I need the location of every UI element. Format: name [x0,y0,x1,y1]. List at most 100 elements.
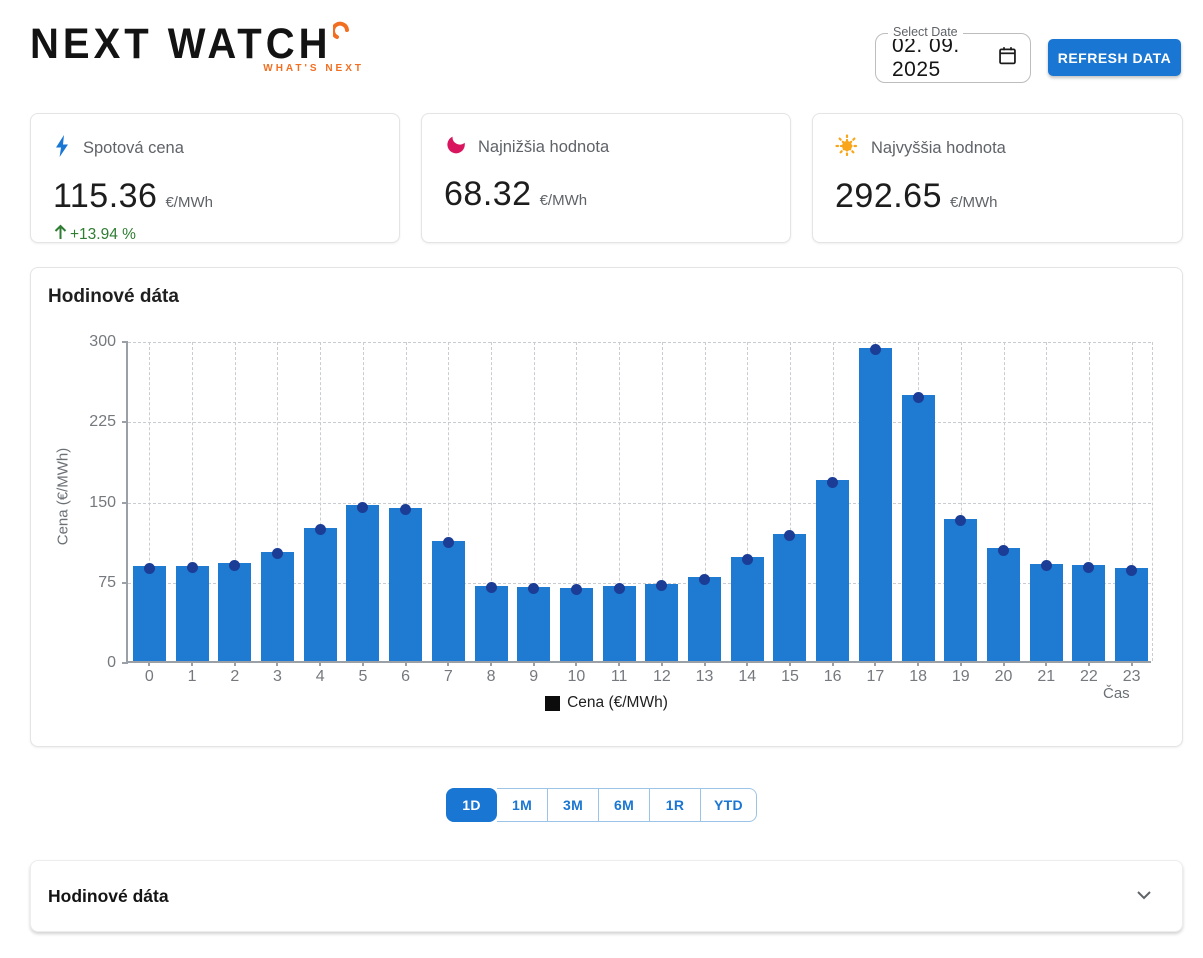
v-gridline [362,342,364,661]
x-tick-mark [917,661,920,666]
bar-dot [1083,561,1095,573]
x-tick-label: 20 [994,668,1013,685]
bar[interactable] [688,577,722,661]
range-button-1r[interactable]: 1R [650,788,702,822]
bar[interactable] [559,587,593,661]
bar-dot [229,559,241,571]
accordion-hourly-data[interactable]: Hodinové dáta [30,860,1183,932]
x-tick-mark [660,661,663,666]
range-button-6m[interactable]: 6M [599,788,651,822]
x-tick-mark [1002,661,1005,666]
h-gridline [128,582,1151,584]
y-tick-mark [122,501,128,504]
x-tick-mark [788,661,791,666]
bar[interactable] [816,480,850,661]
bar[interactable] [303,528,337,661]
x-tick-mark [1087,661,1090,666]
bar-dot [613,582,625,594]
bar[interactable] [1029,563,1063,661]
x-tick-mark [1130,661,1133,666]
v-gridline [661,342,663,661]
bar-dot [570,584,582,596]
x-tick-label: 0 [144,668,154,685]
x-tick-label: 1 [187,668,197,685]
x-tick-mark [874,661,877,666]
x-tick-label: 23 [1122,668,1141,685]
x-tick-mark [447,661,450,666]
stat-title: Najvyššia hodnota [871,139,1006,157]
legend-swatch [545,695,561,711]
v-gridline [1152,342,1153,661]
x-tick-label: 17 [866,668,885,685]
x-tick-label: 6 [401,668,411,685]
bar[interactable] [944,518,978,661]
x-tick-mark [959,661,962,666]
x-tick-label: 14 [738,668,757,685]
x-tick-mark [831,661,834,666]
bar-dot [741,553,753,565]
sun-icon [835,134,859,163]
refresh-data-button[interactable]: REFRESH DATA [1048,39,1181,76]
date-field[interactable]: Select Date 02. 09. 2025 [875,25,1031,83]
accordion-title: Hodinové dáta [48,885,169,906]
x-tick-mark [276,661,279,666]
x-tick-mark [490,661,493,666]
date-field-label: Select Date [888,25,963,39]
bar[interactable] [987,548,1021,661]
chart-card: Hodinové dáta Cena (€/MWh) 0 75 150 225 300 0… [30,267,1183,747]
x-tick-label: 11 [610,668,628,685]
stat-title: Spotová cena [83,139,184,157]
v-gridline [747,342,749,661]
bar[interactable] [1115,568,1149,661]
bar[interactable] [773,533,807,661]
bar-dot [357,501,369,513]
y-tick-mark [122,421,128,424]
bar[interactable] [260,551,294,661]
x-tick-label: 18 [909,668,927,685]
stat-unit: €/MWh [950,194,998,211]
range-button-1m[interactable]: 1M [497,788,549,822]
bar-dot [912,391,924,403]
y-tick-mark [122,341,128,343]
bar[interactable] [517,586,551,661]
bar[interactable] [132,566,166,661]
logo-tagline: WHAT'S NEXT [263,63,364,74]
chevron-down-icon[interactable] [1136,887,1152,905]
stat-card-min: Najnižšia hodnota 68.32 €/MWh [421,113,791,243]
range-button-3m[interactable]: 3M [548,788,600,822]
v-gridline [1088,342,1090,661]
bar[interactable] [346,505,380,661]
stat-change-value: +13.94 % [70,225,136,243]
bar-dot [400,504,412,516]
v-gridline [1131,342,1133,661]
bar[interactable] [431,540,465,661]
x-tick-mark [575,661,578,666]
bar[interactable] [175,565,209,661]
calendar-icon[interactable] [997,45,1018,71]
bar[interactable] [858,347,892,661]
v-gridline [1003,342,1005,661]
x-tick-label: 16 [823,668,842,685]
bar[interactable] [474,586,508,661]
bar-dot [1126,564,1138,576]
bar[interactable] [602,586,636,661]
date-value[interactable]: 02. 09. 2025 [892,34,960,81]
x-tick-mark [148,661,151,666]
bar[interactable] [730,557,764,661]
stat-unit: €/MWh [539,192,588,209]
v-gridline [1046,342,1048,661]
bar[interactable] [645,583,679,661]
v-gridline [192,342,194,661]
bar[interactable] [1072,565,1106,661]
bar[interactable] [901,395,935,661]
x-tick-label: 7 [443,668,453,685]
bar[interactable] [389,507,423,661]
range-button-ytd[interactable]: YTD [701,788,757,822]
x-tick-label: 22 [1080,668,1098,685]
range-button-1d[interactable]: 1D [446,788,498,822]
bar-dot [271,548,283,560]
bar[interactable] [218,563,252,661]
x-axis-label: Čas [1103,685,1130,702]
v-gridline [704,342,706,661]
stat-value: 115.36 [53,177,158,215]
